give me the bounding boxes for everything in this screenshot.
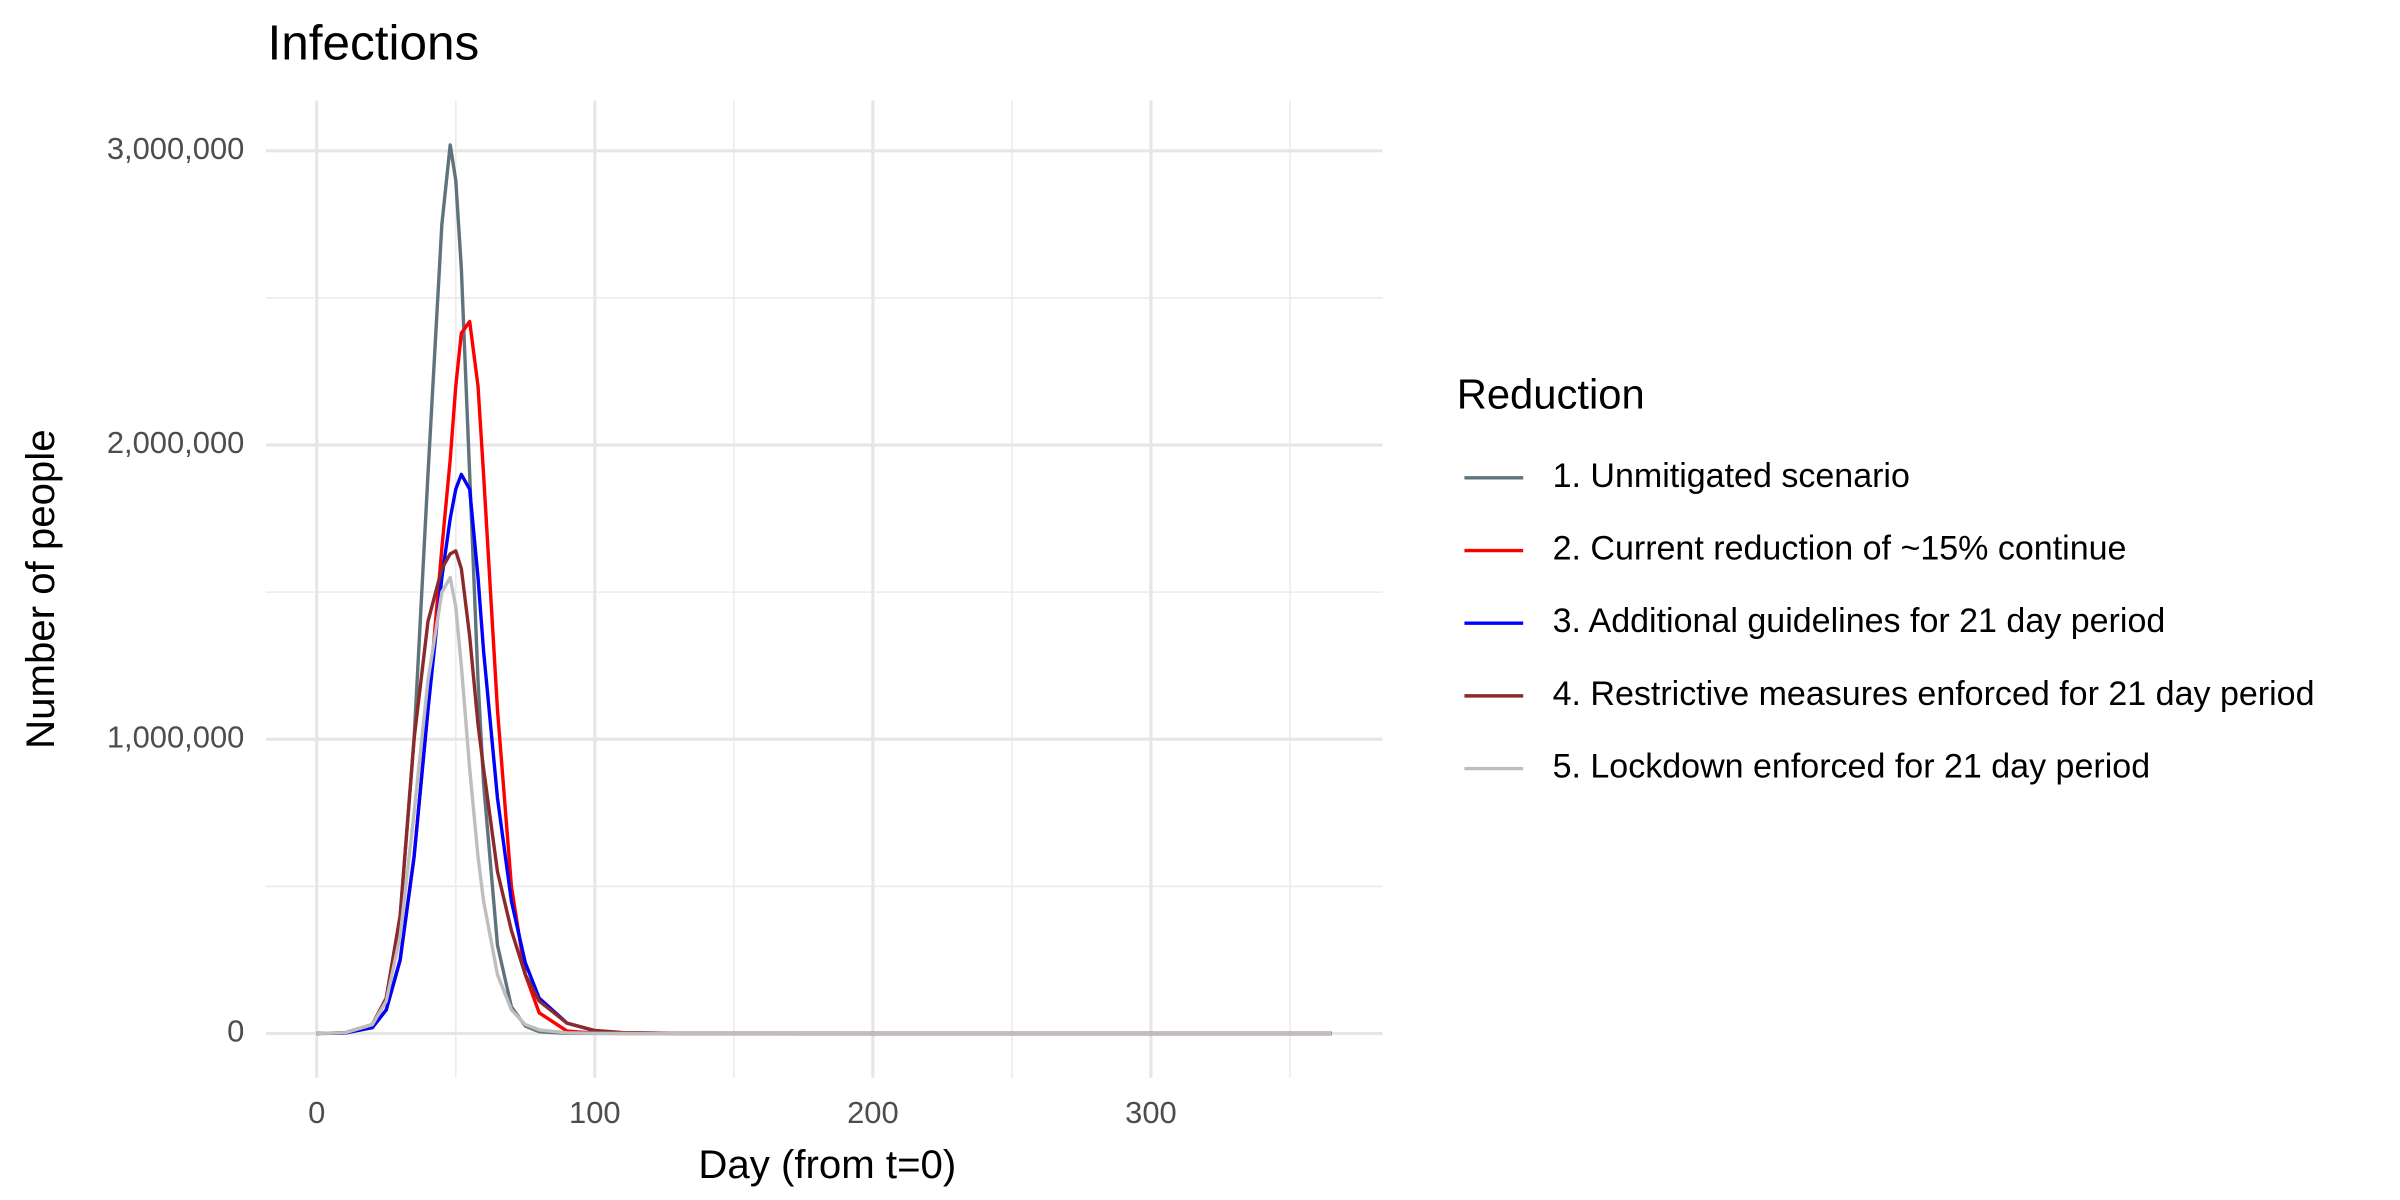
x-tick-label: 200 bbox=[847, 1095, 899, 1130]
x-axis-title: Day (from t=0) bbox=[698, 1142, 956, 1187]
x-tick-label: 100 bbox=[569, 1095, 621, 1130]
x-tick-label: 300 bbox=[1125, 1095, 1177, 1130]
x-tick-label: 0 bbox=[308, 1095, 325, 1130]
y-tick-label: 1,000,000 bbox=[107, 719, 245, 754]
legend-title: Reduction bbox=[1457, 370, 1645, 417]
legend-label: 1. Unmitigated scenario bbox=[1553, 457, 1910, 495]
legend-label: 2. Current reduction of ~15% continue bbox=[1553, 529, 2127, 567]
series-line bbox=[316, 575, 1332, 1036]
y-axis-title: Number of people bbox=[18, 429, 63, 748]
legend: Reduction 1. Unmitigated scenario 2. Curre… bbox=[1457, 370, 2315, 785]
lines bbox=[316, 143, 1332, 1036]
y-tick-label: 2,000,000 bbox=[107, 425, 245, 460]
legend-label: 4. Restrictive measures enforced for 21 … bbox=[1553, 675, 2315, 713]
series-line bbox=[316, 143, 1332, 1036]
chart-title: Infections bbox=[268, 15, 480, 70]
legend-label: 5. Lockdown enforced for 21 day period bbox=[1553, 748, 2151, 786]
series-line bbox=[316, 549, 1332, 1036]
grid: 0 1,000,000 2,000,000 3,000,000 0 100 200 300 bbox=[107, 100, 1383, 1130]
y-tick-label: 3,000,000 bbox=[107, 131, 245, 166]
y-tick-label: 0 bbox=[227, 1014, 244, 1049]
legend-label: 3. Additional guidelines for 21 day peri… bbox=[1553, 602, 2166, 640]
